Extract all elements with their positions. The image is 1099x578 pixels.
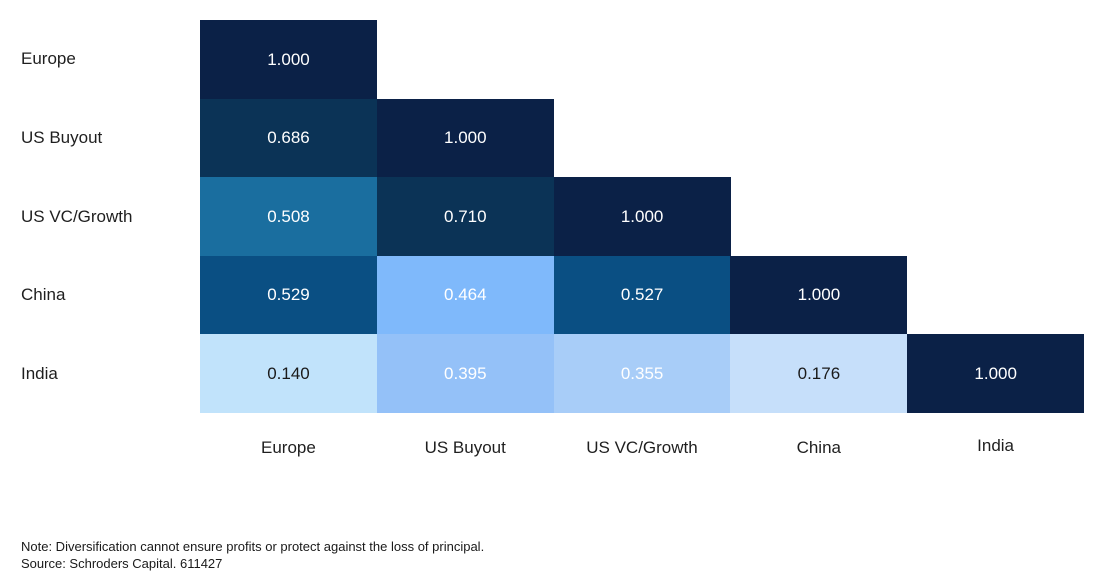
cell-india-us-buyout: 0.395 <box>376 334 554 414</box>
cell-us-buyout-us-buyout: 1.000 <box>376 98 554 178</box>
note-text: Note: Diversification cannot ensure prof… <box>21 539 485 554</box>
col-label-us-buyout: US Buyout <box>424 438 506 457</box>
cell-china-us-vc-growth: 0.527 <box>553 255 731 335</box>
cell-india-us-vc-growth: 0.355 <box>553 334 731 414</box>
cell-india-europe: 0.140 <box>200 334 377 414</box>
col-label-us-vc-growth: US VC/Growth <box>586 438 698 457</box>
cell-europe-europe: 1.000 <box>200 20 377 99</box>
col-label-europe: Europe <box>260 438 316 457</box>
col-label-china: China <box>796 438 841 457</box>
row-label-india: India <box>21 363 58 383</box>
cell-china-europe: 0.529 <box>200 255 377 335</box>
cell-china-china: 1.000 <box>730 255 908 335</box>
cell-china-us-buyout: 0.464 <box>376 255 554 335</box>
cell-india-india: 1.000 <box>907 334 1085 414</box>
row-label-us-vc-growth: US VC/Growth <box>21 206 133 226</box>
col-label-india: India <box>977 436 1015 455</box>
row-label-us-buyout: US Buyout <box>21 127 103 147</box>
cell-us-vc-growth-us-buyout: 0.710 <box>376 177 554 257</box>
cell-india-china: 0.176 <box>730 334 908 414</box>
cell-us-vc-growth-us-vc-growth: 1.000 <box>553 177 731 257</box>
cell-us-buyout-europe: 0.686 <box>200 98 377 178</box>
cell-us-vc-growth-europe: 0.508 <box>200 177 377 257</box>
source-text: Source: Schroders Capital. 611427 <box>21 556 223 571</box>
row-label-europe: Europe <box>21 49 76 69</box>
row-label-china: China <box>21 285 66 305</box>
